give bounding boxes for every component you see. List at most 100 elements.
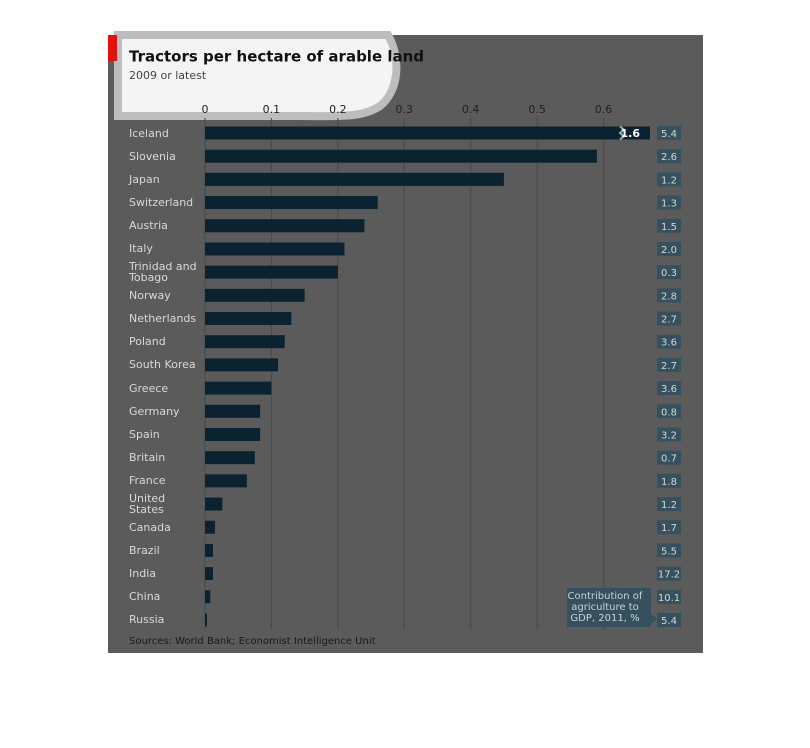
share-box: [657, 357, 681, 372]
callout-box: [567, 588, 651, 627]
bar: [205, 219, 365, 233]
share-box: [657, 195, 681, 210]
highlight: [114, 31, 401, 121]
share-box: [657, 589, 681, 604]
x-tick-label: 0.4: [462, 103, 480, 116]
share-box: [657, 172, 681, 187]
share-box: [657, 566, 681, 581]
share-label: 1.3: [661, 199, 677, 210]
category-label: Britain: [129, 451, 166, 465]
category-label: Italy: [129, 242, 153, 256]
share-box: [657, 404, 681, 419]
share-box: [657, 288, 681, 303]
share-box: [657, 334, 681, 349]
share-label: 2.6: [661, 152, 677, 163]
bar: [205, 149, 597, 163]
category-label: Germany: [129, 404, 180, 418]
share-label: 5.4: [661, 616, 677, 627]
share-box: [657, 265, 681, 280]
x-tick-label: 0.1: [263, 103, 281, 116]
share-label: 1.7: [661, 523, 677, 534]
category-label: Brazil: [129, 543, 160, 557]
share-box: [657, 241, 681, 256]
share-box: [657, 497, 681, 512]
share-label: 1.2: [661, 175, 677, 186]
callout-text: GDP, 2011, %: [570, 613, 639, 624]
share-label: 5.5: [661, 546, 677, 557]
bar: [205, 474, 247, 488]
category-label: Spain: [129, 427, 160, 441]
bar-break: [618, 125, 626, 141]
bar: [205, 265, 338, 279]
share-label: 3.6: [661, 338, 677, 349]
bar: [205, 242, 345, 256]
share-label: 1.2: [661, 500, 677, 511]
share-box: [657, 520, 681, 535]
category-label: China: [129, 590, 161, 604]
bar: [205, 358, 279, 372]
share-label: 3.6: [661, 384, 677, 395]
bar: [205, 497, 223, 511]
category-label: Netherlands: [129, 312, 197, 326]
bar: [205, 567, 213, 581]
bar: [205, 288, 305, 302]
category-label: Iceland: [129, 126, 169, 140]
x-tick-label: 0: [202, 103, 209, 116]
category-label: France: [129, 474, 166, 488]
callout-text: agriculture to: [571, 602, 639, 613]
share-label: 2.8: [661, 291, 677, 302]
share-box: [657, 311, 681, 326]
category-label: India: [129, 567, 156, 581]
share-box: [657, 218, 681, 233]
bar: [205, 520, 215, 534]
bar: [205, 404, 261, 418]
value-label: 1.6: [621, 127, 641, 140]
bar: [205, 590, 211, 604]
share-label: 0.7: [661, 454, 677, 465]
x-tick-label: 0.6: [595, 103, 613, 116]
category-label: Slovenia: [129, 149, 176, 163]
chart-title: Tractors per hectare of arable land: [129, 48, 424, 66]
subtitle: 2009 or latest: [129, 69, 207, 82]
share-box: [657, 149, 681, 164]
callout-text: Contribution of: [568, 591, 643, 602]
bar: [205, 381, 272, 395]
category-label: South Korea: [129, 358, 196, 372]
category-label: Greece: [129, 381, 169, 395]
category-label: Canada: [129, 520, 171, 534]
bar: [205, 172, 504, 186]
bar: [205, 613, 207, 627]
callout-pointer: [651, 614, 657, 624]
share-box: [657, 450, 681, 465]
x-tick-label: 0.5: [528, 103, 546, 116]
share-label: 17.2: [658, 570, 680, 581]
category-label: Trinidad and Tobago: [129, 260, 197, 285]
category-label: Switzerland: [129, 196, 194, 210]
category-label: Poland: [129, 335, 166, 349]
share-box: [657, 427, 681, 442]
bar: [205, 196, 378, 210]
red-tag: [108, 35, 117, 61]
share-label: 10.1: [658, 593, 680, 604]
share-label: 5.4: [661, 129, 677, 140]
category-label: Japan: [129, 172, 160, 186]
bar: [205, 312, 292, 326]
share-label: 1.5: [661, 222, 677, 233]
bar: [205, 451, 255, 465]
source: Sources: World Bank; Economist Intellige…: [129, 636, 376, 647]
share-label: 0.8: [661, 407, 677, 418]
share-label: 2.7: [661, 361, 677, 372]
share-box: [657, 473, 681, 488]
share-label: 3.2: [661, 430, 677, 441]
category-label: Norway: [129, 288, 171, 302]
category-label: Austria: [129, 219, 168, 233]
bar: [205, 427, 261, 441]
x-tick-label: 0.2: [329, 103, 347, 116]
bar: [205, 335, 285, 349]
share-box: [657, 126, 681, 140]
share-label: 0.3: [661, 268, 677, 279]
share-box: [657, 381, 681, 396]
share-label: 1.8: [661, 477, 677, 488]
